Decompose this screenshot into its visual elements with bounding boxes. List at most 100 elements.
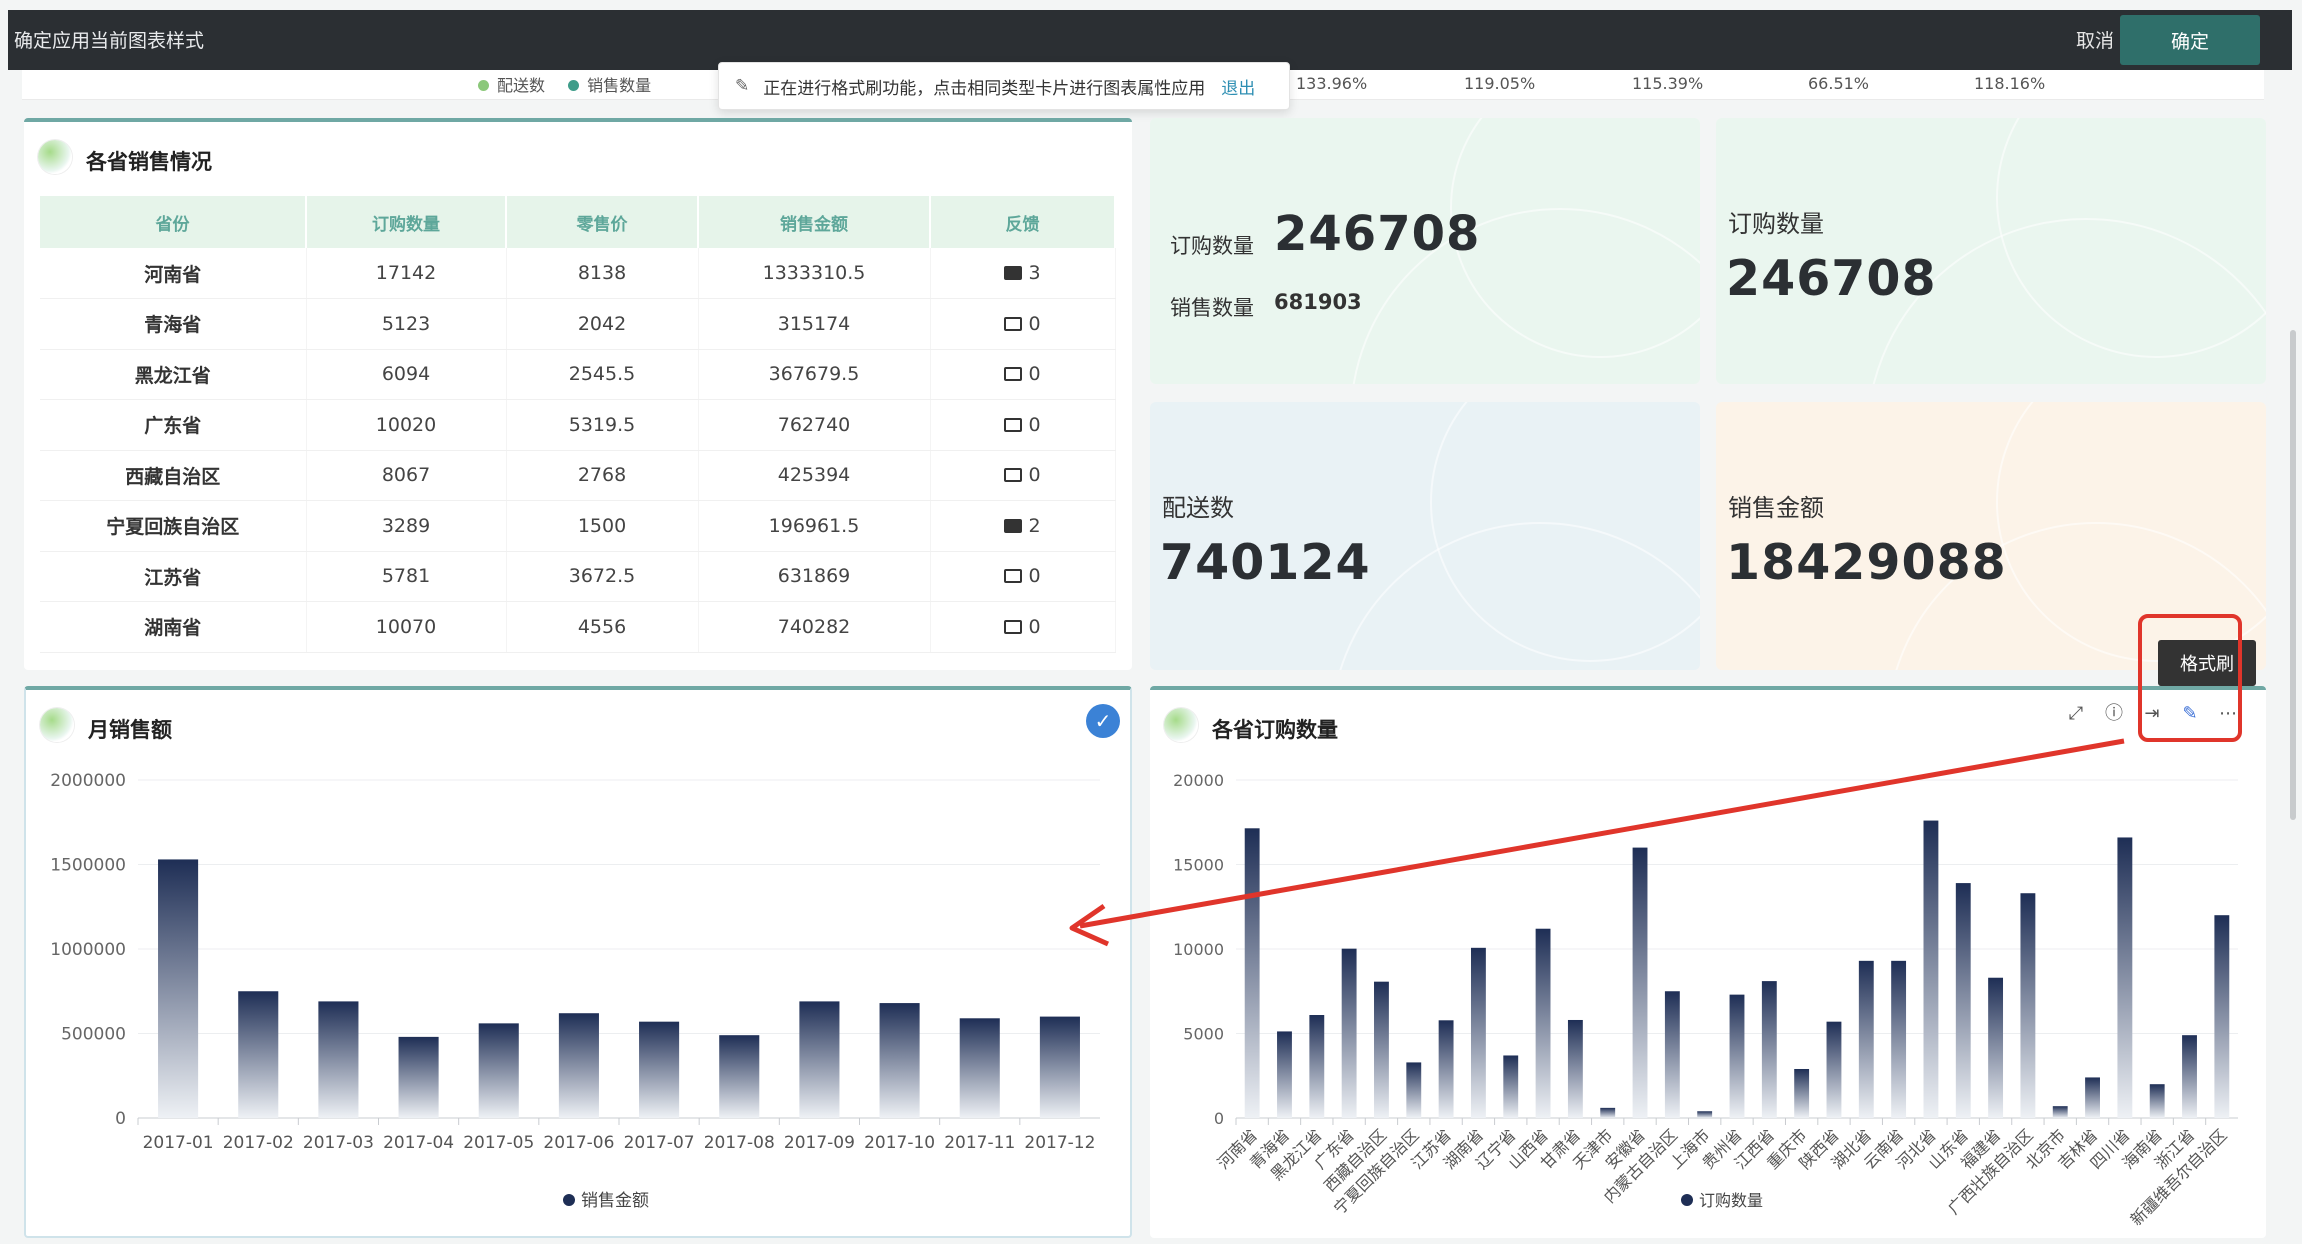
comment-icon[interactable]	[1004, 367, 1023, 382]
bar[interactable]	[1794, 1068, 1810, 1118]
legend-label[interactable]: 销售金额	[581, 1191, 649, 1211]
bar[interactable]	[1858, 960, 1874, 1118]
bar[interactable]	[1955, 883, 1971, 1118]
x-tick-label: 2017-05	[463, 1133, 534, 1153]
bar[interactable]	[2149, 1084, 2165, 1118]
bar[interactable]	[398, 1036, 439, 1118]
comment-icon[interactable]	[1004, 468, 1023, 483]
x-tick-label: 2017-12	[1024, 1133, 1095, 1153]
legend-label[interactable]: 订购数量	[1699, 1191, 1763, 1210]
bar[interactable]	[1438, 1020, 1454, 1118]
brush-icon[interactable]: ✎	[2182, 703, 2198, 724]
table-row[interactable]: 湖南省 10070 4556 740282 0	[40, 601, 1116, 653]
bar[interactable]	[1039, 1016, 1080, 1118]
info-icon[interactable]: ⓘ	[2105, 703, 2123, 724]
bar[interactable]	[2214, 915, 2230, 1118]
bar[interactable]	[2117, 837, 2133, 1118]
bar[interactable]	[1632, 847, 1648, 1118]
bar[interactable]	[719, 1035, 760, 1118]
more-icon[interactable]: ⋯	[2219, 703, 2237, 724]
table-row[interactable]: 黑龙江省 6094 2545.5 367679.5 0	[40, 349, 1116, 400]
kpi-card-delivery[interactable]: 配送数 740124	[1150, 402, 1700, 670]
monthly-sales-card[interactable]: 月销售额 ✓ 0 500000 1000000 1500000 2000000 2017-…	[24, 686, 1132, 1238]
kpi-label: 订购数量	[1170, 234, 1254, 258]
bar[interactable]	[1341, 948, 1357, 1118]
bar[interactable]	[1406, 1062, 1422, 1118]
bar[interactable]	[1600, 1107, 1616, 1118]
column-header[interactable]: 订购数量	[306, 196, 507, 248]
bar[interactable]	[1244, 828, 1260, 1118]
province-cell: 湖南省	[40, 601, 307, 653]
y-tick-label: 5000	[1183, 1025, 1224, 1044]
kpi-card-order-sales[interactable]: 订购数量 246708 销售数量 681903	[1150, 118, 1700, 384]
bar[interactable]	[1729, 994, 1745, 1118]
selected-check-icon[interactable]: ✓	[1086, 704, 1120, 738]
bar[interactable]	[1697, 1111, 1713, 1118]
column-header[interactable]: 销售金额	[698, 196, 931, 248]
feedback-cell[interactable]: 2	[930, 500, 1116, 552]
bar[interactable]	[1309, 1015, 1325, 1118]
feedback-cell[interactable]: 0	[930, 551, 1116, 602]
bar[interactable]	[1664, 991, 1680, 1118]
feedback-cell[interactable]: 0	[930, 601, 1116, 653]
bar[interactable]	[1891, 960, 1907, 1118]
province-sales-card[interactable]: 各省销售情况 省份 订购数量 零售价 销售金额 反馈 河南省 17142 8138 1…	[24, 118, 1132, 670]
export-icon[interactable]: ⇥	[2144, 703, 2160, 724]
scrollbar[interactable]	[2290, 330, 2296, 820]
feedback-cell[interactable]: 0	[930, 349, 1116, 400]
comment-icon[interactable]	[1004, 518, 1023, 533]
comment-icon[interactable]	[1004, 619, 1023, 634]
bar[interactable]	[318, 1001, 359, 1118]
feedback-count: 0	[1028, 464, 1041, 487]
kpi-label: 销售金额	[1728, 494, 1824, 522]
fullscreen-icon[interactable]: ⤢	[2068, 703, 2084, 724]
kpi-card-sales-amount[interactable]: 销售金额 18429088	[1716, 402, 2266, 670]
column-header[interactable]: 省份	[40, 196, 307, 248]
bar[interactable]	[158, 859, 199, 1118]
feedback-cell[interactable]: 0	[930, 450, 1116, 501]
table-row[interactable]: 西藏自治区 8067 2768 425394 0	[40, 450, 1116, 501]
bar[interactable]	[1761, 981, 1777, 1118]
bar[interactable]	[1374, 981, 1389, 1118]
bar[interactable]	[1567, 1019, 1583, 1118]
bar[interactable]	[2020, 893, 2036, 1118]
bar[interactable]	[1535, 928, 1551, 1118]
bar[interactable]	[1826, 1021, 1842, 1118]
amount-cell: 762740	[698, 399, 931, 451]
bar[interactable]	[959, 1018, 1000, 1118]
feedback-cell[interactable]: 3	[930, 248, 1116, 299]
comment-icon[interactable]	[1004, 316, 1023, 331]
table-row[interactable]: 河南省 17142 8138 1333310.5 3	[40, 248, 1116, 299]
bar[interactable]	[1470, 947, 1486, 1118]
bar[interactable]	[879, 1003, 920, 1118]
kpi-label: 配送数	[1162, 494, 1234, 522]
feedback-cell[interactable]: 0	[930, 298, 1116, 350]
comment-icon[interactable]	[1004, 417, 1023, 432]
bar[interactable]	[2052, 1106, 2068, 1118]
comment-icon[interactable]	[1004, 569, 1023, 584]
bar[interactable]	[1277, 1031, 1292, 1118]
kpi-card-order-qty[interactable]: 订购数量 246708	[1716, 118, 2266, 384]
province-order-card[interactable]: 各省订购数量 0 5000 10000 15000 20000 河南省 青海省 黑龙江省 广东省…	[1150, 686, 2266, 1238]
bar[interactable]	[2085, 1077, 2100, 1118]
table-row[interactable]: 广东省 10020 5319.5 762740 0	[40, 399, 1116, 451]
bar[interactable]	[478, 1023, 519, 1118]
bar[interactable]	[799, 1001, 840, 1118]
bar[interactable]	[1923, 820, 1939, 1118]
exit-format-button[interactable]: 退出	[1221, 78, 1256, 99]
cancel-button[interactable]: 取消	[2075, 30, 2114, 52]
table-row[interactable]: 宁夏回族自治区 3289 1500 196961.5 2	[40, 500, 1116, 552]
column-header[interactable]: 零售价	[506, 196, 699, 248]
confirm-button[interactable]: 确定	[2120, 15, 2260, 65]
bar[interactable]	[558, 1013, 599, 1118]
table-row[interactable]: 青海省 5123 2042 315174 0	[40, 298, 1116, 350]
table-row[interactable]: 江苏省 5781 3672.5 631869 0	[40, 551, 1116, 602]
bar[interactable]	[639, 1021, 680, 1118]
bar[interactable]	[238, 991, 279, 1118]
bar[interactable]	[1988, 977, 2004, 1118]
feedback-cell[interactable]: 0	[930, 399, 1116, 451]
bar[interactable]	[2182, 1035, 2197, 1118]
comment-icon[interactable]	[1004, 266, 1023, 280]
column-header[interactable]: 反馈	[930, 196, 1116, 248]
bar[interactable]	[1503, 1055, 1519, 1118]
